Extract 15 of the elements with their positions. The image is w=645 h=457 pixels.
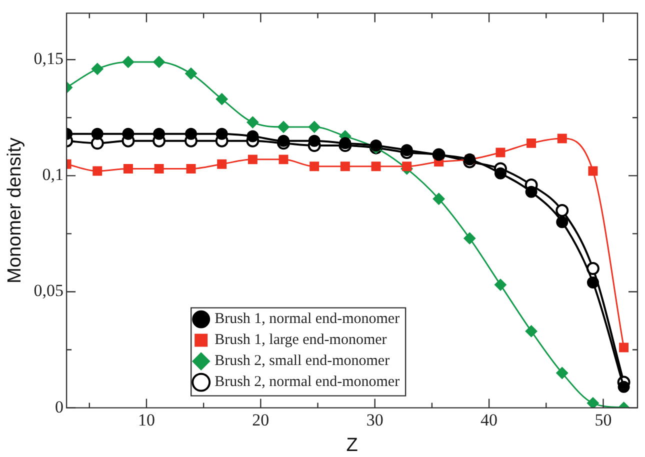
y-axis-title: Monomer density: [4, 137, 26, 284]
x-tick-label: 30: [366, 410, 384, 430]
legend-label: Brush 1, normal end-monomer: [214, 311, 400, 328]
x-tick-label: 10: [138, 410, 155, 430]
x-tick-label: 40: [480, 410, 498, 430]
x-tick-label: 50: [594, 410, 612, 430]
y-tick-label: 0: [55, 397, 64, 416]
y-tick-label: 0,05: [34, 281, 64, 300]
legend-label: Brush 1, large end-monomer: [214, 332, 387, 348]
y-tick-label: 0,15: [34, 49, 64, 68]
y-tick-label: 0,1: [42, 165, 64, 184]
legend-label: Brush 2, normal end-monomer: [214, 374, 400, 390]
x-tick-label: 20: [252, 410, 270, 430]
legend-label: Brush 2, small end-monomer: [214, 353, 390, 370]
x-axis-title: Z: [346, 434, 358, 456]
